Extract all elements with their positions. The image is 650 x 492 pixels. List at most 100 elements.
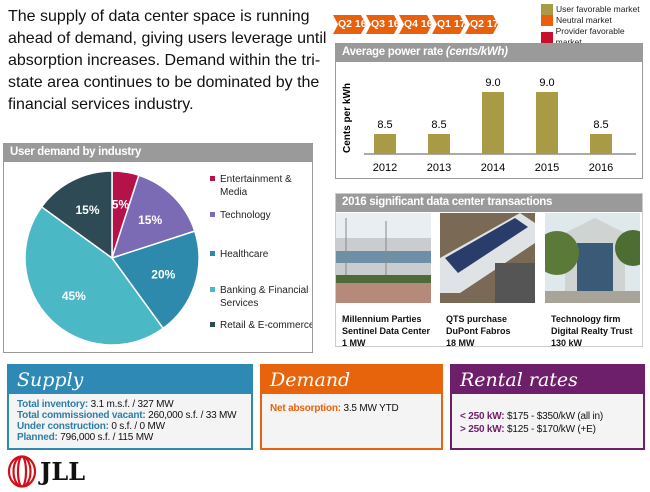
data-label: 8.5 [431, 119, 446, 131]
data-label: 8.5 [377, 119, 392, 131]
legend-item: User favorable market [541, 4, 650, 15]
rental-value: $125 - $170/kW (+E) [504, 424, 596, 435]
supply-row: Total commissioned vacant: 260,000 s.f. … [17, 410, 243, 421]
legend-label: User favorable market [556, 4, 640, 14]
legend-label: Services [220, 298, 258, 309]
bar-2015 [536, 92, 558, 154]
slice-label: 15% [138, 213, 162, 227]
supply-key: Under construction: [17, 421, 109, 432]
transaction-line: 18 MW [446, 338, 475, 348]
transaction-line: Sentinel Data Center [342, 326, 431, 336]
legend-label: Entertainment & [220, 174, 292, 185]
supply-value: 260,000 s.f. / 33 MW [145, 410, 237, 421]
demand-title: Demand [262, 366, 441, 394]
demand-key: Net absorption: [270, 403, 341, 414]
slice-label: 15% [75, 203, 99, 217]
demand-box: Demand Net absorption: 3.5 MW YTD [260, 364, 443, 450]
transaction-line: Digital Realty Trust [551, 326, 633, 336]
timeline-step: Q2 17 [465, 15, 498, 34]
rental-key: > 250 kW: [460, 424, 505, 435]
jll-logo: JLL [7, 455, 85, 488]
legend-swatch [541, 4, 553, 15]
industry-pie-chart: 5% 15% 20% 45% 15% Entertainment & Media Techno… [24, 170, 315, 346]
rental-box: Rental rates < 250 kW: $175 - $350/kW (a… [450, 364, 645, 450]
legend-swatch [541, 31, 553, 43]
legend-label: Retail & E-commerce [220, 320, 312, 331]
slice-label: 20% [151, 268, 175, 282]
timeline-step: Q4 16 [399, 15, 432, 34]
bar-2016 [590, 134, 612, 154]
pie-slice [40, 170, 113, 260]
legend-label: Technology [220, 210, 271, 221]
supply-key: Total commissioned vacant: [17, 410, 146, 421]
panel-header: 2016 significant data center transaction… [336, 194, 642, 212]
data-label: 8.5 [593, 119, 608, 131]
jll-logo-mark [7, 455, 37, 488]
bar-2014 [482, 92, 504, 154]
supply-key: Total inventory: [17, 399, 89, 410]
chart-title: Average power rate [342, 46, 443, 58]
panel-header: User demand by industry [4, 144, 312, 162]
transaction-line: Technology firm [551, 314, 621, 324]
data-label: 9.0 [485, 77, 500, 89]
x-tick-label: 2012 [373, 162, 397, 174]
supply-key: Planned: [17, 432, 58, 443]
rental-title: Rental rates [452, 366, 643, 394]
transaction-card: Millennium Parties Sentinel Data Center 1 … [336, 213, 431, 349]
legend-label: Neutral market [556, 15, 612, 25]
legend-label: Banking & Financial [220, 285, 308, 296]
x-tick-label: 2013 [427, 162, 451, 174]
rental-key: < 250 kW: [460, 411, 505, 422]
rental-value: $175 - $350/kW (all in) [504, 411, 604, 422]
legend-swatch [210, 287, 215, 292]
transaction-card: Technology firm Digital Realty Trust 130 k… [535, 213, 650, 349]
building-entrance-photo [535, 213, 650, 303]
legend-swatch [210, 251, 215, 256]
rental-row: > 250 kW: $125 - $170/kW (+E) [460, 423, 635, 436]
slice-label: 5% [112, 198, 130, 212]
legend-swatch [210, 176, 215, 181]
bar-2013 [428, 134, 450, 154]
legend-swatch [210, 322, 215, 327]
pie-slice [110, 230, 200, 330]
x-tick-label: 2014 [481, 162, 505, 174]
legend-item: Neutral market [541, 15, 650, 26]
legend-item: Provider favorable market [541, 26, 650, 48]
supply-row: Under construction: 0 s.f. / 0 MW [17, 421, 243, 432]
y-axis-label: Cents per kWh [342, 83, 353, 153]
panel-header: Average power rate (cents/kWh) [336, 44, 642, 62]
chart-title-unit: (cents/kWh) [445, 46, 508, 58]
supply-box: Supply Total inventory: 3.1 m.s.f. / 327… [7, 364, 253, 450]
timeline-step: Q3 16 [366, 15, 399, 34]
timeline: Q2 16 Q3 16 Q4 16 Q1 17 Q2 17 [333, 15, 498, 34]
transaction-line: 1 MW [342, 338, 366, 348]
slice-label: 45% [62, 289, 86, 303]
x-tick-label: 2016 [589, 162, 613, 174]
timeline-step: Q1 17 [432, 15, 465, 34]
timeline-step: Q2 16 [333, 15, 366, 34]
supply-value: 796,000 s.f. / 115 MW [57, 432, 154, 443]
supply-value: 3.1 m.s.f. / 327 MW [88, 399, 174, 410]
supply-value: 0 s.f. / 0 MW [108, 421, 165, 432]
legend-label: Media [220, 187, 248, 198]
legend-swatch [541, 15, 553, 26]
intro-text: The supply of data center space is runni… [8, 8, 327, 113]
data-label: 9.0 [539, 77, 554, 89]
rental-row: < 250 kW: $175 - $350/kW (all in) [460, 410, 635, 423]
pie-slice [24, 205, 165, 346]
bar-2012 [374, 134, 396, 154]
office-building-photo [336, 213, 431, 303]
supply-row: Total inventory: 3.1 m.s.f. / 327 MW [17, 399, 243, 410]
legend-label: Provider favorable market [555, 26, 625, 47]
market-legend: User favorable market Neutral market Pro… [541, 4, 650, 48]
jll-logo-text: JLL [40, 457, 86, 486]
power-rate-chart: Cents per kWh 8.5 2012 8.5 2013 9.0 2014 9.0 201… [342, 77, 636, 174]
legend-swatch [210, 212, 215, 217]
supply-title: Supply [9, 366, 251, 394]
transaction-line: 130 kW [551, 338, 583, 348]
transaction-line: Millennium Parties [342, 314, 422, 324]
demand-value: 3.5 MW YTD [340, 403, 399, 414]
aerial-data-center-photo [440, 213, 535, 303]
power-rate-panel: Average power rate (cents/kWh) Cents per… [335, 43, 643, 179]
transaction-line: DuPont Fabros [446, 326, 511, 336]
